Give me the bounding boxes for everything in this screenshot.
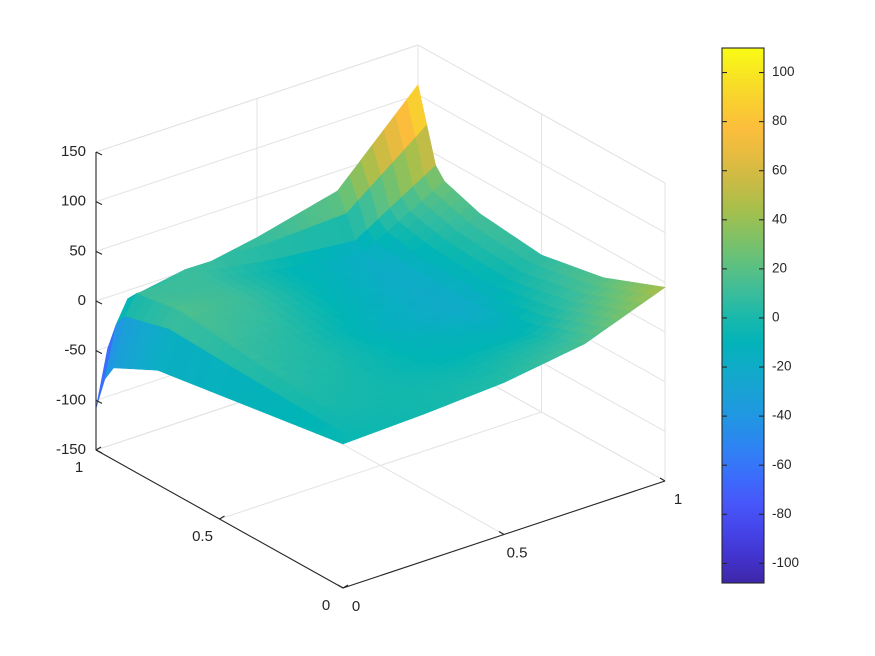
z-tick-mark — [95, 399, 103, 404]
z-tick-mark — [95, 201, 103, 206]
surface-patch — [333, 434, 356, 445]
z-tick-label: 0 — [78, 292, 86, 309]
z-tick-mark — [95, 250, 103, 255]
axes-layer — [95, 151, 666, 589]
y-tick-label: 1 — [75, 459, 83, 476]
z-tick-label: -150 — [56, 441, 86, 458]
z-tick-label: 150 — [61, 143, 86, 160]
colorbar-tick-label: 60 — [772, 162, 787, 177]
colorbar-tick-label: 80 — [772, 113, 787, 128]
x-tick-label: 1 — [674, 491, 682, 508]
colorbar-tick-label: 100 — [772, 64, 795, 79]
colorbar-tick-label: -100 — [772, 555, 799, 570]
x-tick-mark — [659, 477, 666, 482]
colorbar-tick-label: 20 — [772, 260, 787, 275]
x-tick-label: 0 — [352, 598, 360, 615]
x-tick-mark — [498, 531, 505, 535]
colorbar-tick-label: -80 — [772, 506, 792, 521]
z-tick-mark — [95, 151, 103, 156]
colorbar-bar — [721, 47, 765, 584]
z-tick-mark — [95, 300, 103, 305]
z-tick-mark — [95, 350, 103, 355]
z-tick-label: -50 — [64, 342, 86, 359]
y-tick-label: 0 — [322, 597, 330, 614]
z-tick-label: 100 — [61, 193, 86, 210]
colorbar-tick-label: -40 — [772, 408, 792, 423]
y-tick-mark — [342, 584, 349, 589]
colorbar-tick-label: -20 — [772, 359, 792, 374]
y-tick-mark — [95, 446, 102, 451]
surface — [95, 84, 666, 445]
colorbar: -100 -80 -60 -40 -20 0 20 40 60 80 100 — [721, 47, 799, 584]
x-tick-label: 0.5 — [507, 544, 528, 561]
colorbar-tick-label: -60 — [772, 457, 792, 472]
box-top-edge-back — [95, 44, 419, 153]
box-top-edge-right — [417, 44, 666, 184]
z-tick-label: 50 — [69, 242, 86, 259]
y-gridline-floor — [219, 411, 542, 520]
z-tick-label: -100 — [56, 391, 86, 408]
y-tick-label: 0.5 — [192, 528, 213, 545]
x-tick-mark — [337, 584, 344, 589]
colorbar-tick-label: 0 — [772, 310, 780, 325]
colorbar-tick-label: 40 — [772, 211, 787, 226]
y-tick-mark — [219, 515, 225, 520]
z-tick-mark — [95, 449, 103, 454]
